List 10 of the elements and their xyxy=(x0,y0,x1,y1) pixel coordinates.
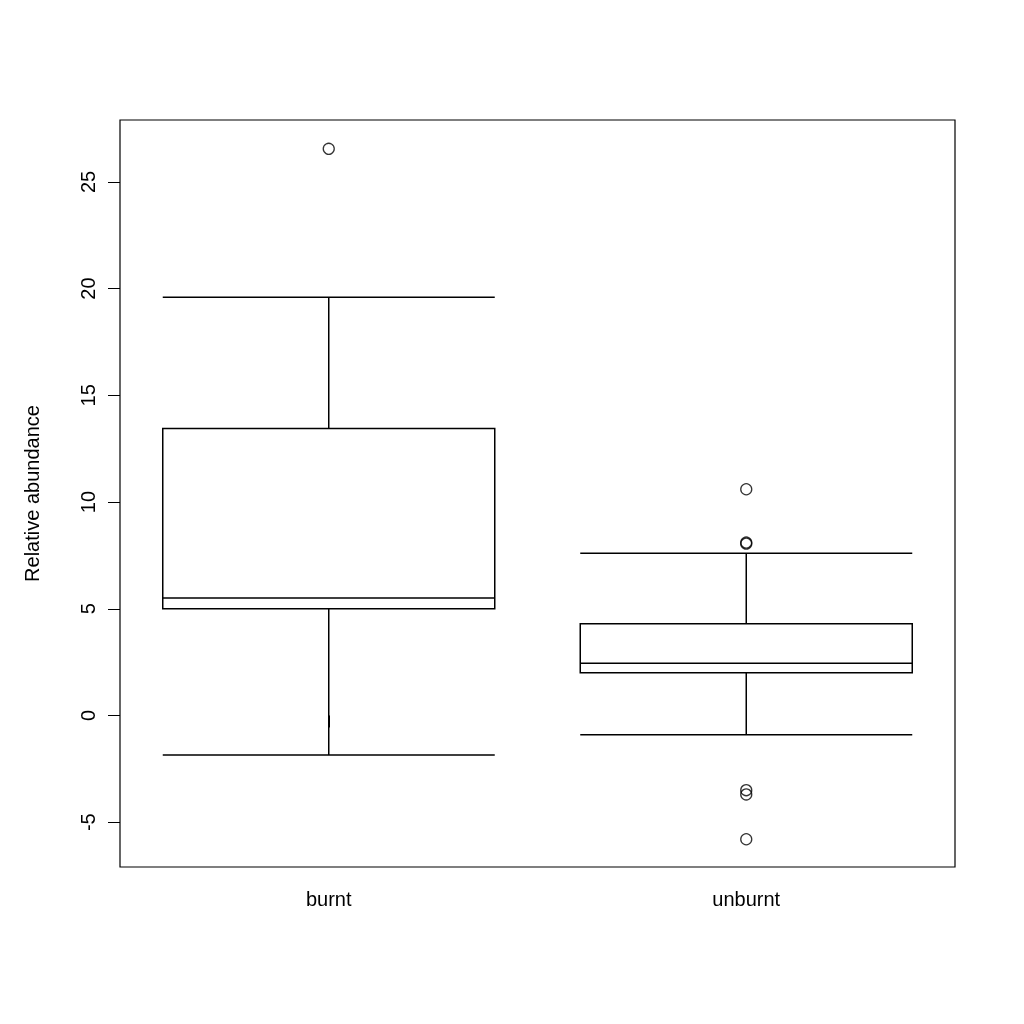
y-axis-title: Relative abundance xyxy=(21,405,43,582)
y-tick-label: 0 xyxy=(77,709,99,722)
y-tick-label: 15 xyxy=(77,384,99,407)
y-tick-label: 10 xyxy=(77,490,99,514)
y-tick-label: -5 xyxy=(77,813,99,832)
x-tick-label: unburnt xyxy=(712,888,781,910)
x-tick-label: burnt xyxy=(305,888,352,910)
y-tick-label: 20 xyxy=(77,277,99,300)
y-tick-label: 25 xyxy=(77,170,99,194)
y-tick-label: 5 xyxy=(77,603,99,615)
